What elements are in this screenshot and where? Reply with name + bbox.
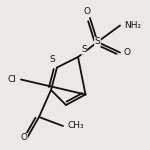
Text: S: S [50,56,56,64]
Text: CH₃: CH₃ [68,122,84,130]
Text: O: O [123,48,130,57]
Text: S: S [81,45,87,54]
Text: Cl: Cl [8,75,16,84]
Text: S: S [95,38,100,46]
Text: O: O [21,134,27,142]
Text: O: O [84,8,90,16]
Text: NH₂: NH₂ [124,21,142,30]
